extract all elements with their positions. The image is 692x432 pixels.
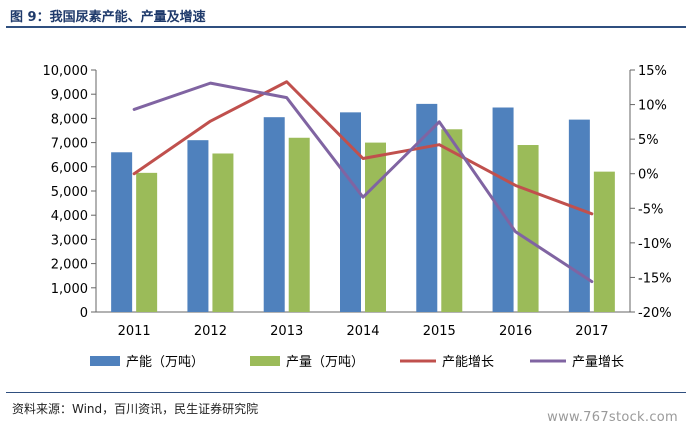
left-tick-label: 1,000 xyxy=(51,282,88,297)
x-tick-label: 2013 xyxy=(270,324,303,339)
x-tick-label: 2016 xyxy=(499,324,532,339)
source-divider xyxy=(6,392,686,393)
left-tick-label: 10,000 xyxy=(43,64,89,79)
capacity-bar xyxy=(492,107,514,312)
capacity-bar xyxy=(416,103,438,312)
output-bar xyxy=(517,145,539,312)
right-tick-label: -10% xyxy=(638,237,672,252)
right-tick-label: 5% xyxy=(638,133,659,148)
left-tick-label: 2,000 xyxy=(51,258,88,273)
chart: 0 1,000 2,000 3,000 4,000 5,000 6,000 7,000 8,00… xyxy=(43,64,672,370)
right-tick-label: -5% xyxy=(638,202,663,217)
output-bar xyxy=(136,172,158,312)
right-tick-label: -20% xyxy=(638,306,672,321)
right-tick-label: 10% xyxy=(638,99,667,114)
output-bar xyxy=(441,129,463,312)
left-tick-label: 5,000 xyxy=(51,185,88,200)
chart-title: 图 9：我国尿素产能、产量及增速 xyxy=(10,10,206,25)
left-tick-label: 3,000 xyxy=(51,233,88,248)
right-tick-label: -15% xyxy=(638,271,672,286)
capacity-bar xyxy=(187,140,209,312)
left-tick-label: 6,000 xyxy=(51,161,88,176)
output-bar xyxy=(288,137,310,312)
left-tick-label: 9,000 xyxy=(51,88,88,103)
right-tick-label: 0% xyxy=(638,168,659,183)
title-bar: 图 9：我国尿素产能、产量及增速 xyxy=(6,4,686,28)
left-tick-label: 0 xyxy=(80,306,88,321)
source-note: 资料来源：Wind，百川资讯，民生证券研究院 xyxy=(12,402,259,416)
legend-capacity-growth-label: 产能增长 xyxy=(442,355,494,370)
legend-capacity-swatch xyxy=(90,356,120,366)
output-bar xyxy=(212,153,234,312)
legend-output-label: 产量（万吨） xyxy=(286,355,364,370)
output-growth-line xyxy=(132,81,594,284)
output-bar xyxy=(365,142,386,312)
legend-capacity-label: 产能（万吨） xyxy=(126,355,204,370)
x-tick-label: 2015 xyxy=(423,324,456,339)
legend-output-growth-label: 产量增长 xyxy=(572,355,624,370)
capacity-bar xyxy=(568,119,590,312)
legend-output-swatch xyxy=(250,356,280,366)
left-tick-label: 4,000 xyxy=(51,209,88,224)
x-tick-label: 2012 xyxy=(194,324,227,339)
capacity-bar xyxy=(111,152,133,312)
x-tick-label: 2011 xyxy=(118,324,151,339)
right-tick-label: 15% xyxy=(638,64,667,79)
x-tick-label: 2014 xyxy=(346,324,379,339)
left-tick-label: 8,000 xyxy=(51,112,88,127)
left-tick-label: 7,000 xyxy=(51,137,88,152)
output-bar xyxy=(593,171,615,312)
x-tick-label: 2017 xyxy=(575,324,608,339)
capacity-bar xyxy=(263,117,285,312)
capacity-bar xyxy=(340,112,361,312)
watermark: www.767stock.com xyxy=(547,410,678,425)
capacity-growth-line xyxy=(132,80,594,216)
